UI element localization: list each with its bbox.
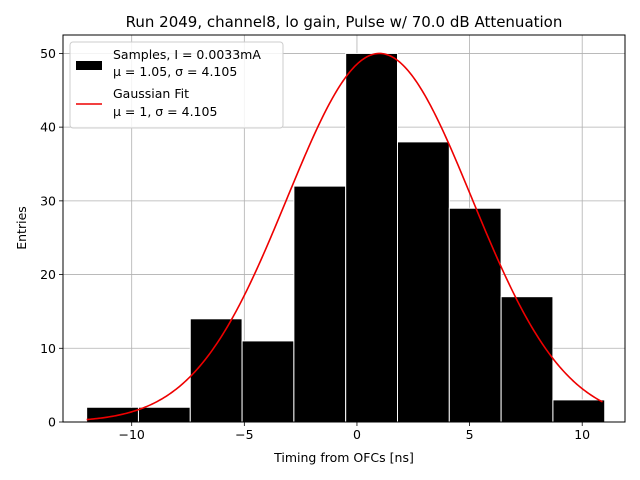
y-tick-label: 0 xyxy=(48,415,56,430)
legend-box xyxy=(69,41,284,129)
x-tick-label: −5 xyxy=(235,427,253,442)
y-tick-label: 30 xyxy=(40,193,56,208)
legend-samples-label: Samples, I = 0.0033mA xyxy=(113,47,261,62)
y-tick-label: 40 xyxy=(40,120,56,135)
y-axis-ticks: 0 10 20 30 40 50 xyxy=(40,46,63,430)
histogram-bar xyxy=(345,52,398,423)
histogram-bar xyxy=(396,141,450,423)
x-tick-label: 5 xyxy=(466,427,474,442)
legend-fit-stats: μ = 1, σ = 4.105 xyxy=(113,104,217,119)
plot-frame xyxy=(62,34,626,423)
gaussian-fit xyxy=(86,52,603,421)
histogram-bars xyxy=(86,52,606,423)
x-axis-label: Timing from OFCs [ns] xyxy=(273,450,414,465)
y-tick-label: 50 xyxy=(40,46,56,61)
chart-title: Run 2049, channel8, lo gain, Pulse w/ 70… xyxy=(126,13,563,31)
histogram-bar xyxy=(241,340,295,423)
x-axis-ticks: −10 −5 0 5 10 xyxy=(119,422,590,442)
histogram-bar xyxy=(189,318,243,423)
x-tick-label: 0 xyxy=(353,427,361,442)
histogram-bar xyxy=(552,399,606,423)
x-tick-label: −10 xyxy=(119,427,145,442)
histogram-bar xyxy=(500,296,554,423)
y-axis-label: Entries xyxy=(14,206,29,250)
legend-samples-stats: μ = 1.05, σ = 4.105 xyxy=(113,64,237,79)
y-tick-label: 20 xyxy=(40,267,56,282)
histogram-bar xyxy=(448,207,502,423)
legend-fit-label: Gaussian Fit xyxy=(113,86,189,101)
y-tick-label: 10 xyxy=(40,341,56,356)
legend-samples-swatch xyxy=(76,61,102,70)
legend: Samples, I = 0.0033mA μ = 1.05, σ = 4.10… xyxy=(69,41,284,129)
histogram-bar xyxy=(137,406,191,423)
histogram-bar xyxy=(293,185,347,423)
x-tick-label: 10 xyxy=(574,427,590,442)
fit-curve xyxy=(86,52,603,421)
histogram-bar xyxy=(86,406,139,423)
